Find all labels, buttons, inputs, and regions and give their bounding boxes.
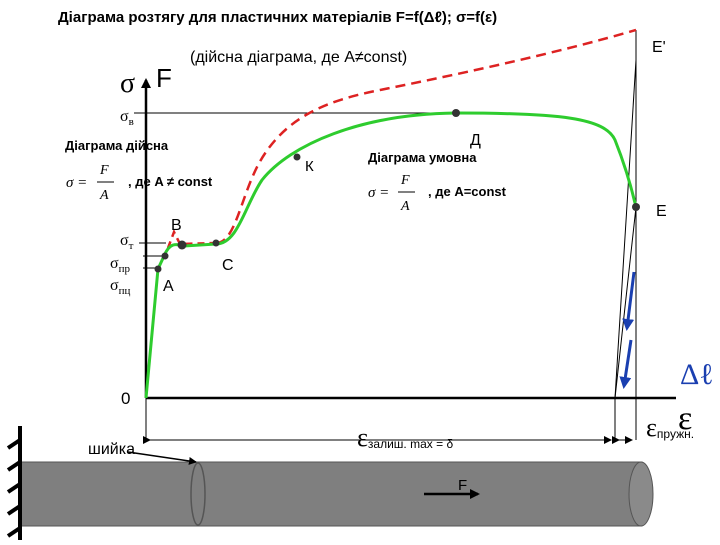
true-stress-curve [215, 28, 637, 245]
axis-force-label: F [156, 63, 172, 93]
neck-pointer-arrow [127, 451, 197, 465]
point-d-marker [452, 109, 460, 117]
svg-text:F: F [99, 163, 109, 178]
neck-label: шийка [88, 441, 135, 458]
point-k-marker [293, 153, 301, 161]
svg-text:σ =: σ = [66, 175, 87, 191]
sigma-t-label: σт [120, 232, 134, 252]
axis-epsilon-label: ε [678, 400, 692, 437]
svg-text:A: A [400, 199, 410, 214]
svg-text:F: F [400, 173, 410, 188]
svg-text:A: A [99, 188, 109, 203]
true-yield-segment [166, 228, 217, 249]
axis-origin-label: 0 [121, 389, 130, 408]
point-b-label: В [171, 217, 182, 234]
unload-arrow-1 [622, 271, 636, 331]
unload-line-e-prime [614, 59, 637, 399]
conventional-diagram-formula: σ = F A , де A=const [368, 173, 507, 214]
diagram-subtitle: (дійсна діаграма, де A≠const) [190, 49, 407, 66]
diagram-title: Діаграма розтягу для пластичних матеріал… [58, 9, 497, 26]
sigma-pc-label: σпц [110, 277, 131, 297]
point-pr-marker [161, 252, 169, 260]
true-diagram-label: Діаграма дійсна [65, 138, 169, 153]
unload-line-e [614, 206, 637, 399]
svg-text:, де A=const: , де A=const [428, 184, 507, 199]
point-d-label: Д [470, 132, 481, 149]
specimen-rod [19, 461, 654, 527]
svg-text:, де A ≠ const: , де A ≠ const [128, 174, 213, 189]
point-b-marker [177, 240, 187, 250]
svg-text:σ =: σ = [368, 185, 389, 201]
residual-strain-label: εзалиш. max = δ [357, 423, 453, 452]
point-a-marker [154, 265, 162, 273]
point-e-label: E [656, 203, 667, 220]
axis-sigma-label: σ [120, 68, 135, 99]
axis-delta-l-label: Δℓ [680, 358, 714, 391]
point-c-label: С [222, 257, 234, 274]
point-k-label: К [305, 158, 314, 175]
true-diagram-formula: σ = F A , де A ≠ const [66, 163, 213, 203]
specimen-grip-clamp [6, 426, 22, 540]
sigma-pr-label: σпр [110, 255, 131, 275]
point-a-label: A [163, 278, 174, 295]
sigma-b-label: σв [120, 108, 134, 128]
force-label: F [458, 477, 467, 494]
elastic-strain-label: εпружн. [646, 413, 694, 442]
point-e-marker [632, 203, 640, 211]
point-c-marker [212, 239, 220, 247]
unload-arrow-2 [619, 339, 633, 389]
specimen-neck [190, 462, 206, 526]
point-e-prime-label: E' [652, 39, 666, 56]
conventional-diagram-label: Діаграма умовна [368, 150, 477, 165]
